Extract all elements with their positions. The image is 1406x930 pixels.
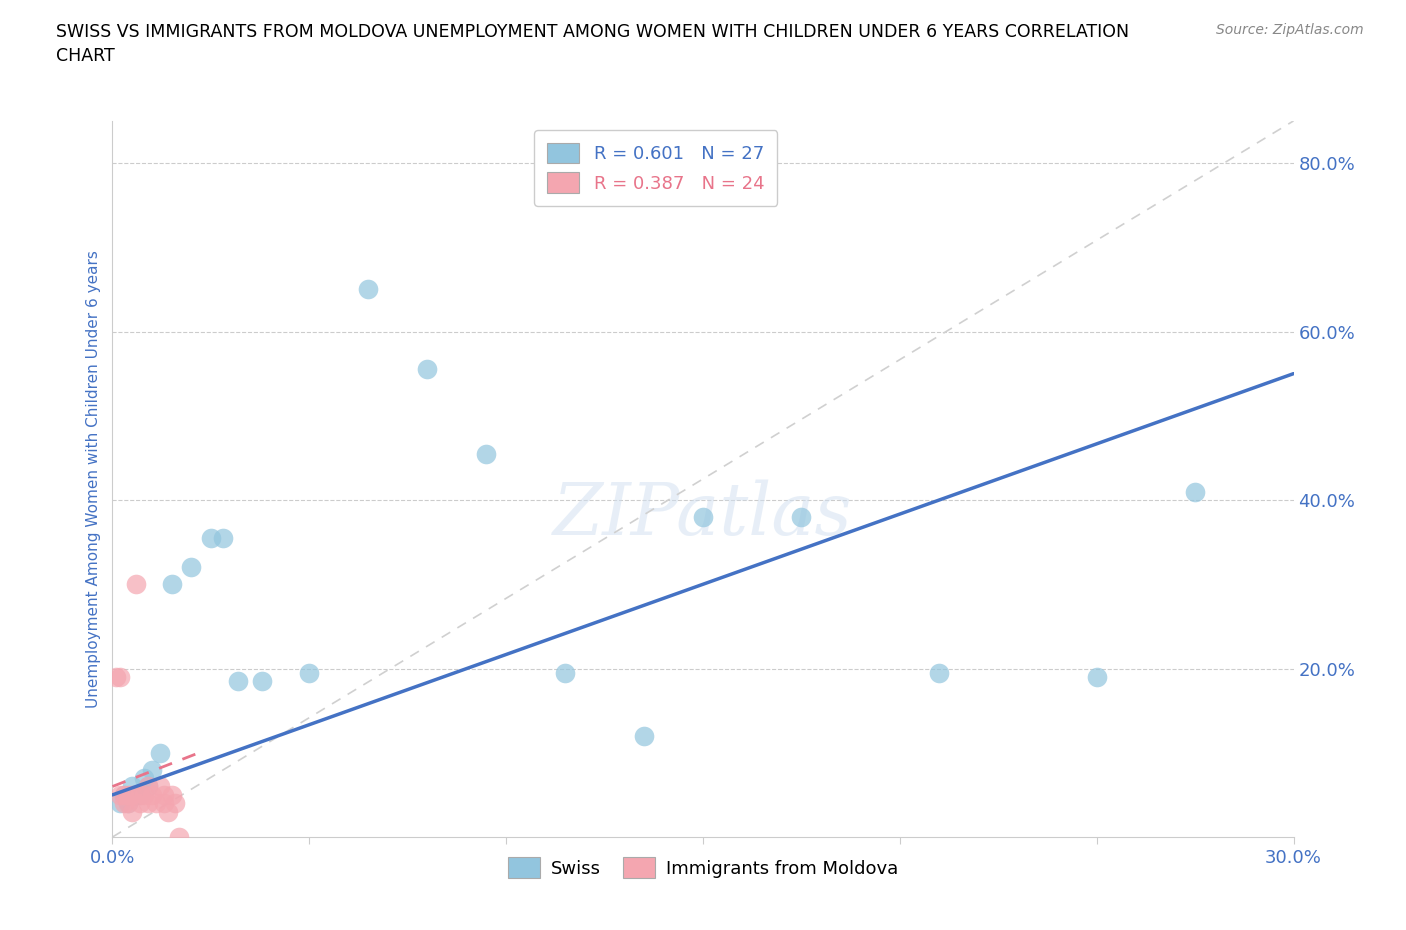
Text: Source: ZipAtlas.com: Source: ZipAtlas.com bbox=[1216, 23, 1364, 37]
Point bbox=[129, 796, 152, 811]
Point bbox=[121, 779, 143, 794]
Point bbox=[141, 763, 163, 777]
Point bbox=[129, 788, 152, 803]
Point bbox=[928, 665, 950, 680]
Point bbox=[117, 796, 139, 811]
Point bbox=[136, 779, 159, 794]
Point bbox=[152, 796, 174, 811]
Point bbox=[250, 673, 273, 688]
Point bbox=[200, 530, 222, 545]
Point bbox=[156, 804, 179, 819]
Point bbox=[475, 446, 498, 461]
Point bbox=[165, 796, 187, 811]
Point bbox=[110, 796, 132, 811]
Point bbox=[121, 788, 143, 803]
Point bbox=[160, 577, 183, 591]
Point bbox=[112, 796, 135, 811]
Point bbox=[132, 771, 155, 786]
Point bbox=[790, 510, 813, 525]
Point bbox=[110, 788, 132, 803]
Point bbox=[298, 665, 321, 680]
Point bbox=[554, 665, 576, 680]
Point bbox=[112, 788, 135, 803]
Point bbox=[105, 670, 128, 684]
Point bbox=[125, 788, 148, 803]
Point bbox=[136, 796, 159, 811]
Point bbox=[149, 745, 172, 760]
Point bbox=[1085, 670, 1108, 684]
Point bbox=[136, 779, 159, 794]
Point bbox=[110, 670, 132, 684]
Point bbox=[149, 779, 172, 794]
Point bbox=[633, 728, 655, 743]
Legend: Swiss, Immigrants from Moldova: Swiss, Immigrants from Moldova bbox=[501, 850, 905, 885]
Point bbox=[112, 788, 135, 803]
Text: SWISS VS IMMIGRANTS FROM MOLDOVA UNEMPLOYMENT AMONG WOMEN WITH CHILDREN UNDER 6 : SWISS VS IMMIGRANTS FROM MOLDOVA UNEMPLO… bbox=[56, 23, 1129, 65]
Point bbox=[211, 530, 233, 545]
Point bbox=[129, 788, 152, 803]
Point bbox=[169, 830, 191, 844]
Point bbox=[152, 788, 174, 803]
Point bbox=[125, 577, 148, 591]
Point bbox=[117, 788, 139, 803]
Point bbox=[117, 796, 139, 811]
Text: ZIPatlas: ZIPatlas bbox=[553, 480, 853, 550]
Point bbox=[692, 510, 714, 525]
Point bbox=[228, 673, 250, 688]
Point bbox=[160, 788, 183, 803]
Point bbox=[132, 788, 155, 803]
Point bbox=[141, 788, 163, 803]
Point bbox=[145, 796, 167, 811]
Y-axis label: Unemployment Among Women with Children Under 6 years: Unemployment Among Women with Children U… bbox=[86, 250, 101, 708]
Point bbox=[416, 362, 439, 377]
Point bbox=[1184, 485, 1206, 499]
Point bbox=[357, 282, 380, 297]
Point bbox=[121, 804, 143, 819]
Point bbox=[180, 560, 202, 575]
